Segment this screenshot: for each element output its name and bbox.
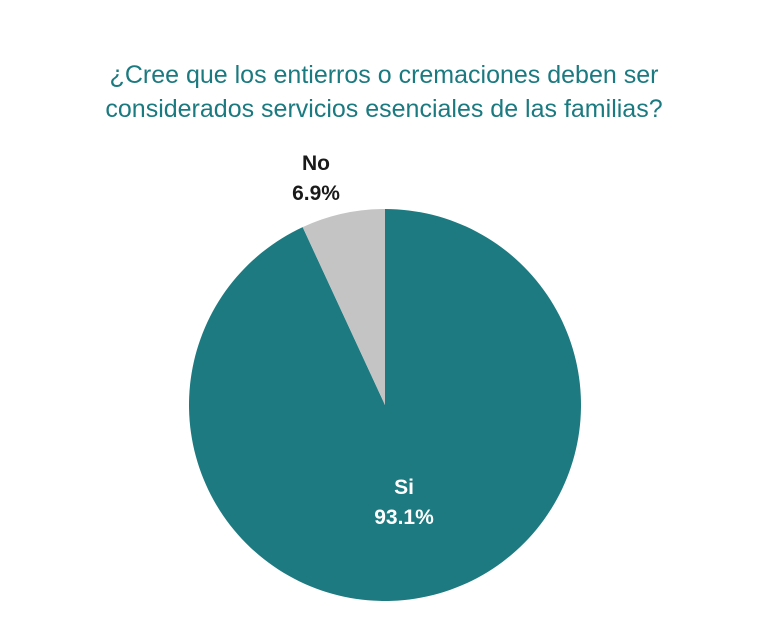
pie-slice-no xyxy=(302,209,385,405)
slice-label-si: Si xyxy=(394,476,414,499)
slice-value-si: 93.1% xyxy=(374,506,434,529)
slice-value-no: 6.9% xyxy=(292,182,340,205)
pie-slice-si xyxy=(189,209,582,601)
slice-label-no: No xyxy=(302,152,330,175)
chart-title-line-1: ¿Cree que los entierros o cremaciones de… xyxy=(109,61,659,89)
chart-title: ¿Cree que los entierros o cremaciones de… xyxy=(0,58,768,126)
chart-title-line-2: considerados servicios esenciales de las… xyxy=(105,95,663,123)
